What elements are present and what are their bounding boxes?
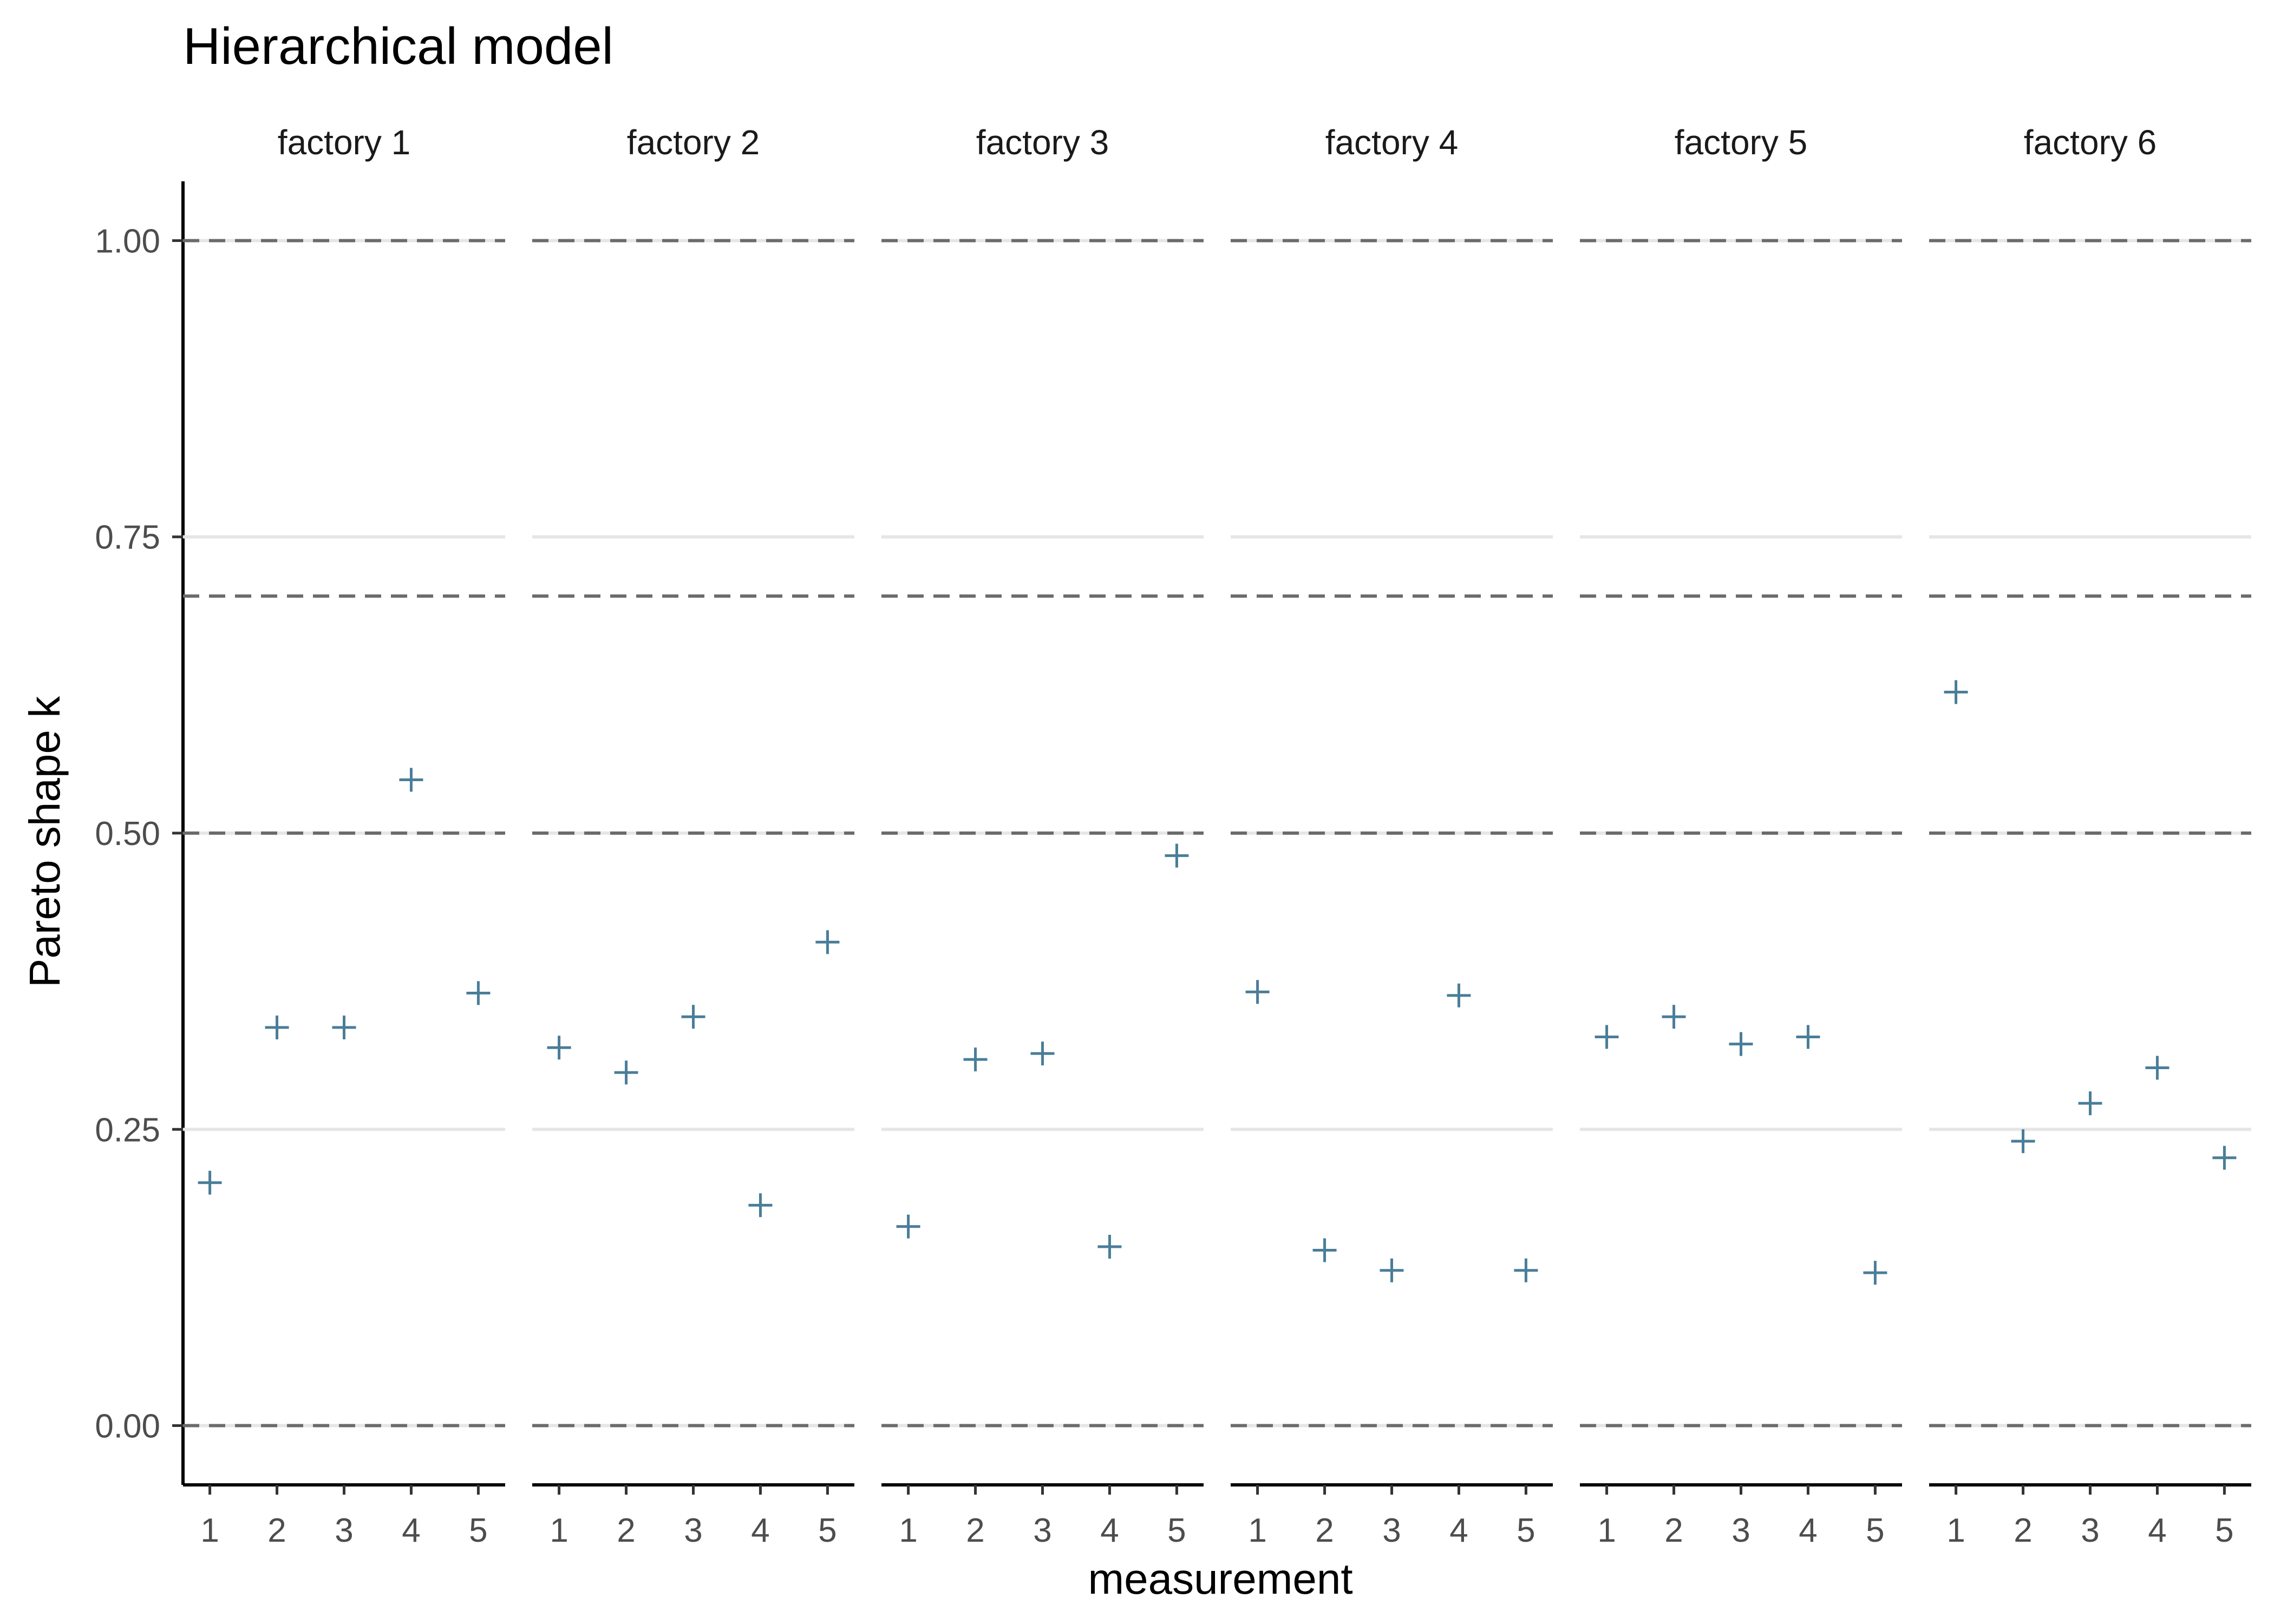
data-point (2212, 1145, 2237, 1170)
facet-panels: factory 1 1 2 3 4 5 factory 2 1 2 3 4 5 factory 3 1 2 3… (183, 123, 2251, 1549)
x-tick-label: 2 (966, 1512, 984, 1549)
data-point (2011, 1129, 2035, 1154)
x-tick-label: 5 (2215, 1512, 2233, 1549)
x-tick-label: 2 (1315, 1512, 1334, 1549)
x-tick-label: 4 (2148, 1512, 2166, 1549)
x-tick-label: 3 (335, 1512, 353, 1549)
panel-4: factory 4 1 2 3 4 5 (1231, 123, 1553, 1549)
data-point (1514, 1258, 1538, 1282)
x-tick-label: 2 (617, 1512, 635, 1549)
y-axis-title: Pareto shape k (21, 696, 69, 987)
y-axis: 0.00 0.25 0.50 0.75 1.00 (95, 181, 185, 1485)
data-point (198, 1170, 222, 1195)
data-point (748, 1193, 773, 1217)
data-point (1595, 1025, 1619, 1049)
data-point (1447, 983, 1471, 1007)
x-tick-label: 2 (267, 1512, 286, 1549)
panel-strip-label: factory 1 (278, 123, 410, 162)
data-point (1380, 1258, 1404, 1282)
x-tick-label: 1 (200, 1512, 219, 1549)
data-point (681, 1005, 705, 1029)
x-tick-label: 1 (899, 1512, 917, 1549)
y-tick-label: 0.75 (95, 519, 160, 556)
x-tick-label: 5 (1517, 1512, 1535, 1549)
x-tick-label: 3 (1731, 1512, 1750, 1549)
data-point (1165, 843, 1189, 868)
data-point (466, 981, 491, 1005)
panel-6: factory 6 1 2 3 4 5 (1929, 123, 2251, 1549)
x-tick-label: 3 (1382, 1512, 1401, 1549)
y-tick-label: 0.50 (95, 815, 160, 853)
x-tick-label: 3 (2081, 1512, 2099, 1549)
data-point (332, 1016, 356, 1040)
panel-2: factory 2 1 2 3 4 5 (532, 123, 854, 1549)
data-point (265, 1016, 289, 1040)
x-tick-label: 2 (1664, 1512, 1683, 1549)
x-tick-label: 1 (1946, 1512, 1965, 1549)
x-tick-label: 1 (1597, 1512, 1616, 1549)
panel-strip-label: factory 3 (976, 123, 1109, 162)
data-point (614, 1060, 638, 1085)
x-tick-label: 1 (1248, 1512, 1266, 1549)
data-point (1030, 1042, 1055, 1066)
data-point (1662, 1005, 1686, 1029)
data-point (1097, 1234, 1122, 1259)
panel-strip-label: factory 6 (2024, 123, 2157, 162)
data-point (547, 1036, 571, 1060)
data-point (1796, 1025, 1820, 1049)
data-point (963, 1047, 988, 1072)
data-point (815, 930, 840, 954)
data-point (2078, 1091, 2102, 1116)
data-point (1863, 1261, 1887, 1285)
x-tick-label: 4 (751, 1512, 769, 1549)
panel-5: factory 5 1 2 3 4 5 (1580, 123, 1902, 1549)
data-point (2145, 1056, 2170, 1080)
data-point (399, 768, 423, 792)
x-tick-label: 4 (1449, 1512, 1468, 1549)
x-tick-label: 5 (1167, 1512, 1186, 1549)
x-tick-label: 5 (818, 1512, 837, 1549)
y-tick-label: 1.00 (95, 222, 160, 260)
data-point (896, 1214, 920, 1239)
data-point (1245, 980, 1270, 1004)
data-point (1312, 1238, 1337, 1262)
y-tick-label: 0.25 (95, 1111, 160, 1149)
x-tick-label: 5 (1866, 1512, 1884, 1549)
panel-strip-label: factory 4 (1325, 123, 1458, 162)
x-tick-label: 1 (550, 1512, 568, 1549)
panel-3: factory 3 1 2 3 4 5 (881, 123, 1204, 1549)
panel-strip-label: factory 5 (1675, 123, 1807, 162)
x-tick-label: 4 (1799, 1512, 1817, 1549)
data-point (1729, 1032, 1753, 1056)
y-tick-label: 0.00 (95, 1408, 160, 1445)
x-tick-label: 5 (469, 1512, 487, 1549)
panel-1: factory 1 1 2 3 4 5 (183, 123, 505, 1549)
x-axis-title: measurement (1088, 1555, 1352, 1603)
panel-strip-label: factory 2 (627, 123, 760, 162)
x-tick-label: 4 (402, 1512, 420, 1549)
data-point (1944, 680, 1968, 704)
x-tick-label: 2 (2014, 1512, 2032, 1549)
x-tick-label: 3 (1033, 1512, 1051, 1549)
x-tick-label: 4 (1100, 1512, 1119, 1549)
chart-title: Hierarchical model (183, 17, 613, 75)
x-tick-label: 3 (684, 1512, 702, 1549)
